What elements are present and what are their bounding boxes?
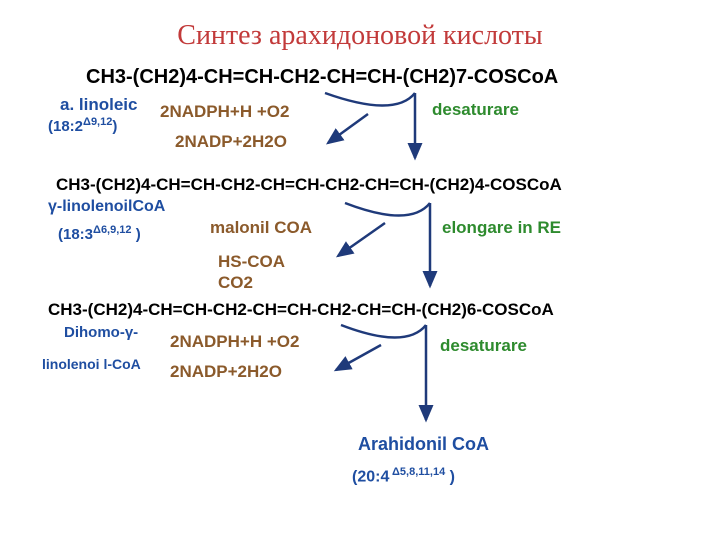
label-linoleic-open: (18:2	[48, 118, 83, 135]
reagent-nadph-out-1: 2NADP+2H2O	[175, 132, 287, 152]
label-dihomo-a: Dihomo-γ-	[64, 324, 138, 341]
reagent-co2: CO2	[218, 273, 253, 293]
label-linoleic-name: a. linoleic	[60, 95, 137, 115]
reagent-hscoa: HS-COA	[218, 252, 285, 272]
label-linoleic-sup: Δ9,12	[83, 116, 112, 128]
formula-2: CH3-(CH2)4-CH=CH-CH2-CH=CH-CH2-CH=CH-(CH…	[56, 175, 562, 195]
label-arahidonil-notation: (20:4 Δ5,8,11,14 )	[352, 466, 455, 486]
reagent-nadph-in-2: 2NADPH+H +O2	[170, 332, 299, 352]
reagent-nadph-in-1: 2NADPH+H +O2	[160, 102, 289, 122]
step-label-elong: elongare in RE	[442, 218, 561, 238]
formula-1: CH3-(CH2)4-CH=CH-CH2-CH=CH-(CH2)7-COSCoA	[86, 66, 558, 89]
label-gamma-name: γ-linolenoilCoA	[48, 198, 165, 216]
page-title: Синтез арахидоновой кислоты	[0, 20, 720, 52]
label-arah-open: (20:4	[352, 468, 389, 485]
label-gamma-open: (18:3	[58, 226, 93, 243]
label-arah-close: )	[445, 468, 455, 485]
reagent-malonil: malonil COA	[210, 218, 312, 238]
formula-3: CH3-(CH2)4-CH=CH-CH2-CH=CH-CH2-CH=CH-(CH…	[48, 300, 554, 320]
step-label-desat-2: desaturare	[440, 336, 527, 356]
arrow-step-2	[330, 198, 470, 294]
step-label-desat-1: desaturare	[432, 100, 519, 120]
label-arahidonil: Arahidonil CoA	[358, 434, 489, 455]
label-gamma-notation: (18:3Δ6,9,12 )	[58, 224, 141, 243]
label-arah-sup: Δ5,8,11,14	[389, 466, 445, 478]
label-dihomo-b: linolenoi l-CoA	[42, 356, 141, 372]
label-linoleic-notation: (18:2Δ9,12)	[48, 116, 117, 135]
label-linoleic-close: )	[112, 118, 117, 135]
label-gamma-close: )	[132, 226, 141, 243]
reagent-nadph-out-2: 2NADP+2H2O	[170, 362, 282, 382]
arrow-step-1	[310, 88, 450, 166]
label-gamma-sup: Δ6,9,12	[93, 224, 132, 236]
